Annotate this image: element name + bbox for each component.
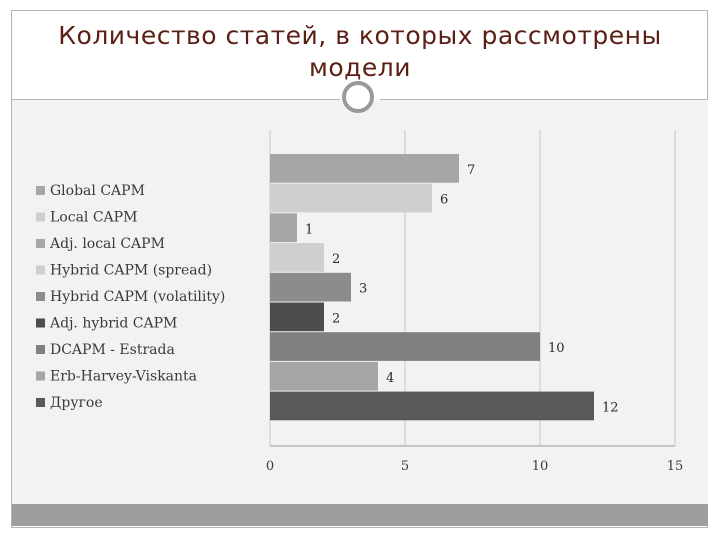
x-tick-label: 10 <box>532 459 549 474</box>
legend-item: Другое <box>50 395 103 411</box>
bar-4 <box>270 243 324 272</box>
bar-3 <box>270 213 297 243</box>
legend-item: Local CAPM <box>50 210 137 226</box>
legend-item: Adj. local CAPM <box>49 236 165 252</box>
bar-6 <box>270 302 324 332</box>
bar-2 <box>270 183 432 213</box>
legend-swatch <box>36 212 45 222</box>
legend-item: Erb-Harvey-Viskanta <box>50 369 197 385</box>
data-label: 4 <box>386 371 394 386</box>
chart-bars <box>270 154 594 421</box>
legend-swatch <box>36 345 45 354</box>
data-label: 7 <box>467 163 475 178</box>
legend-swatch <box>36 186 45 195</box>
x-tick-label: 0 <box>266 459 274 474</box>
legend-swatch <box>36 318 45 328</box>
chart-axis: 0 5 10 15 <box>266 445 684 474</box>
legend-swatch <box>36 239 45 248</box>
bar-9 <box>270 391 594 421</box>
bar-5 <box>270 272 351 302</box>
data-label: 2 <box>332 311 340 326</box>
legend-swatch <box>36 265 45 275</box>
x-tick-label: 5 <box>401 459 409 474</box>
bar-7 <box>270 332 540 361</box>
chart-legend: Global CAPM Local CAPM Adj. local CAPM Hybr… <box>36 183 225 411</box>
data-label: 3 <box>359 282 367 297</box>
bar-1 <box>270 154 459 183</box>
data-label: 10 <box>548 341 565 356</box>
legend-item: Hybrid CAPM (volatility) <box>50 289 225 305</box>
decorative-ring-icon <box>342 81 374 113</box>
legend-item: Global CAPM <box>50 183 145 199</box>
data-label: 12 <box>602 400 619 415</box>
legend-swatch <box>36 398 45 407</box>
legend-item: Hybrid CAPM (spread) <box>50 263 212 279</box>
slide-title: Количество статей, в которых рассмотрены… <box>58 21 662 82</box>
legend-item: Adj. hybrid CAPM <box>49 316 177 332</box>
data-label: 2 <box>332 252 340 267</box>
legend-swatch <box>36 292 45 301</box>
data-label: 6 <box>440 193 448 208</box>
bar-8 <box>270 361 378 391</box>
footer-bar <box>12 504 708 526</box>
title-divider-right <box>380 99 708 100</box>
legend-item: DCAPM - Estrada <box>50 342 175 358</box>
legend-swatch <box>36 371 45 381</box>
data-label: 1 <box>305 222 313 237</box>
x-tick-label: 15 <box>667 459 684 474</box>
title-divider-left <box>12 99 340 100</box>
